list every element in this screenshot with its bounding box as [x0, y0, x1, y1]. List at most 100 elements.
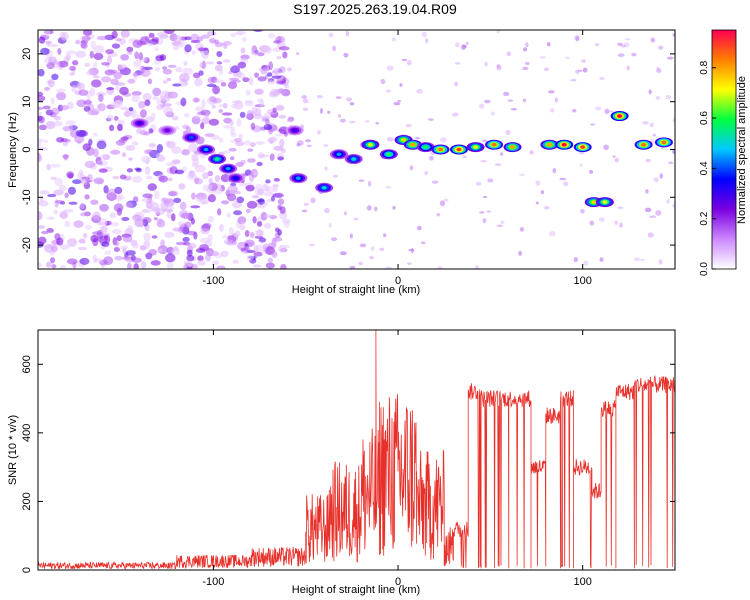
- noise-blob: [665, 94, 671, 100]
- noise-blob: [194, 115, 201, 119]
- noise-blob: [461, 44, 466, 51]
- noise-blob: [171, 247, 180, 256]
- noise-blob: [218, 137, 224, 143]
- noise-blob: [120, 106, 129, 110]
- noise-blob: [51, 264, 57, 269]
- noise-blob: [623, 42, 630, 48]
- noise-blob: [56, 237, 64, 246]
- noise-blob: [194, 106, 205, 112]
- noise-blob: [279, 65, 286, 74]
- noise-blob: [163, 106, 174, 116]
- noise-blob: [367, 180, 372, 187]
- noise-blob: [192, 263, 199, 269]
- noise-blob: [535, 201, 539, 205]
- ridge-peak: [546, 142, 552, 147]
- noise-blob: [214, 175, 221, 183]
- noise-blob: [93, 45, 105, 54]
- x-tick-label: 100: [574, 275, 592, 287]
- noise-blob: [385, 89, 392, 93]
- noise-blob: [156, 104, 164, 111]
- noise-blob: [140, 260, 147, 269]
- noise-blob: [40, 47, 50, 56]
- noise-blob: [578, 69, 583, 72]
- noise-blob: [257, 98, 263, 103]
- noise-blob: [212, 85, 220, 95]
- noise-blob: [68, 201, 78, 205]
- noise-blob: [72, 60, 79, 66]
- noise-blob: [106, 87, 115, 91]
- noise-blob: [207, 233, 213, 242]
- noise-blob: [59, 244, 70, 250]
- noise-blob: [148, 32, 155, 38]
- noise-blob: [271, 251, 278, 258]
- noise-blob: [234, 230, 241, 237]
- noise-blob: [166, 262, 174, 269]
- noise-blob: [648, 89, 652, 95]
- noise-blob: [201, 99, 206, 108]
- noise-blob: [385, 266, 392, 269]
- ridge-peak: [591, 200, 597, 204]
- noise-blob: [222, 234, 228, 239]
- noise-blob: [237, 216, 247, 225]
- noise-blob: [359, 243, 367, 248]
- noise-blob: [659, 173, 663, 179]
- noise-blob: [338, 114, 342, 118]
- noise-blob: [524, 61, 530, 66]
- snr-panel: -100 0 100 0 200 400 600 Height of straight li…: [7, 329, 676, 596]
- noise-blob: [66, 50, 77, 55]
- noise-blob: [594, 106, 602, 111]
- noise-blob: [406, 59, 412, 66]
- noise-blob: [54, 177, 63, 187]
- noise-blob: [140, 155, 151, 164]
- noise-blob: [80, 212, 87, 217]
- noise-blob: [649, 122, 654, 128]
- noise-blob: [324, 166, 328, 171]
- noise-blob: [65, 120, 77, 126]
- colorbar-tick-label: 0.4: [699, 161, 710, 175]
- noise-blob: [84, 62, 91, 67]
- noise-blob: [99, 218, 108, 226]
- noise-blob: [232, 79, 242, 83]
- noise-blob: [197, 255, 204, 262]
- noise-blob: [89, 50, 94, 59]
- noise-blob: [431, 180, 439, 184]
- noise-blob: [339, 251, 347, 256]
- noise-blob: [263, 214, 273, 218]
- noise-blob: [144, 149, 155, 155]
- noise-blob: [552, 167, 557, 174]
- noise-blob: [113, 115, 119, 121]
- noise-blob: [126, 46, 134, 53]
- noise-blob: [67, 186, 77, 196]
- noise-blob: [42, 105, 51, 110]
- noise-blob: [127, 225, 134, 234]
- noise-blob: [155, 152, 163, 161]
- noise-blob: [187, 173, 197, 181]
- noise-blob: [98, 93, 104, 103]
- noise-blob: [273, 177, 280, 182]
- noise-blob: [101, 62, 110, 66]
- noise-blob: [257, 76, 267, 82]
- ridge-peak: [401, 138, 407, 142]
- noise-blob: [650, 37, 656, 43]
- noise-blob: [280, 264, 287, 269]
- noise-blob: [222, 150, 230, 154]
- colorbar-tick-label: 0.6: [699, 111, 710, 125]
- noise-blob: [187, 242, 197, 249]
- noise-blob: [353, 217, 359, 221]
- noise-blob: [51, 73, 59, 81]
- noise-blob: [168, 141, 177, 148]
- noise-blob: [246, 110, 253, 118]
- noise-blob: [590, 123, 595, 126]
- noise-blob: [327, 110, 331, 114]
- noise-blob: [639, 258, 646, 261]
- noise-blob: [255, 141, 266, 145]
- noise-blob: [132, 214, 142, 222]
- noise-blob: [76, 83, 83, 89]
- noise-blob: [263, 201, 268, 207]
- noise-blob: [102, 232, 111, 236]
- y-tick-label: 10: [21, 96, 33, 108]
- noise-blob: [39, 190, 50, 195]
- noise-blob: [232, 259, 239, 264]
- noise-blob: [206, 83, 217, 88]
